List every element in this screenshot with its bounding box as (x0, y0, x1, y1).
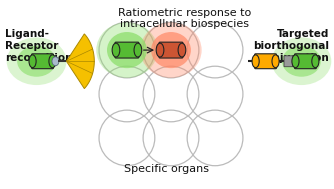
Text: Specific organs: Specific organs (125, 164, 209, 174)
Ellipse shape (282, 46, 321, 77)
FancyBboxPatch shape (159, 42, 183, 58)
Ellipse shape (252, 55, 259, 68)
Ellipse shape (52, 57, 59, 66)
Ellipse shape (96, 22, 158, 78)
Ellipse shape (178, 43, 186, 57)
FancyBboxPatch shape (32, 54, 53, 69)
Text: Ratiometric response to
intracellular biospecies: Ratiometric response to intracellular bi… (118, 8, 252, 29)
Text: Targeted
biorthogonal
conjugation: Targeted biorthogonal conjugation (253, 29, 329, 63)
Ellipse shape (312, 55, 319, 68)
Ellipse shape (151, 32, 191, 68)
Ellipse shape (17, 46, 56, 77)
Ellipse shape (272, 37, 331, 85)
Polygon shape (66, 34, 94, 89)
FancyBboxPatch shape (255, 54, 277, 69)
Ellipse shape (140, 22, 202, 78)
Ellipse shape (7, 37, 66, 85)
Ellipse shape (134, 43, 142, 57)
Ellipse shape (107, 32, 147, 68)
FancyBboxPatch shape (284, 56, 293, 67)
Text: Ligand-
Receptor
recognition: Ligand- Receptor recognition (5, 29, 72, 63)
Ellipse shape (29, 55, 36, 68)
Ellipse shape (112, 43, 120, 57)
Ellipse shape (272, 55, 279, 68)
Ellipse shape (49, 55, 56, 68)
Ellipse shape (156, 43, 164, 57)
Ellipse shape (292, 55, 299, 68)
FancyBboxPatch shape (115, 42, 139, 58)
FancyBboxPatch shape (295, 54, 316, 69)
